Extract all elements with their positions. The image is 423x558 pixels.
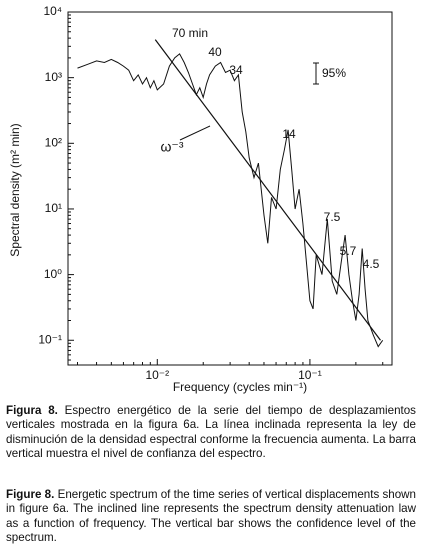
caption-english: Figure 8. Energetic spectrum of the time… xyxy=(6,488,416,546)
caption-lead: Figure 8. xyxy=(6,488,55,501)
spectrum-line xyxy=(77,53,384,348)
x-tick-label: 10⁻¹ xyxy=(298,368,322,382)
caption-lead: Figura 8. xyxy=(6,404,58,417)
reference-label: ω⁻³ xyxy=(161,139,184,155)
chart: Frequency (cycles min⁻¹) Spectral densit… xyxy=(8,4,393,394)
y-axis-label: Spectral density (m² min) xyxy=(8,123,22,256)
y-tick-label: 10¹ xyxy=(45,201,62,215)
peak-label: 40 xyxy=(208,45,222,59)
x-axis-label: Frequency (cycles min⁻¹) xyxy=(173,380,307,394)
caption-text: Energetic spectrum of the time series of… xyxy=(6,488,416,545)
x-tick-label: 10⁻² xyxy=(145,368,169,382)
y-tick-label: 10³ xyxy=(45,70,62,84)
y-tick-label: 10⁴ xyxy=(43,4,62,18)
reference-leader xyxy=(179,125,211,141)
reference-line xyxy=(154,39,381,341)
peak-label: 70 min xyxy=(172,26,208,40)
peak-label: 4.5 xyxy=(363,257,380,271)
caption-text: Espectro energético de la serie del tiem… xyxy=(6,404,416,461)
confidence-label: 95% xyxy=(322,66,346,80)
caption-spanish: Figura 8. Espectro energético de la seri… xyxy=(6,404,416,462)
y-tick-label: 10⁰ xyxy=(44,267,62,281)
y-tick-label: 10² xyxy=(45,135,62,149)
peak-label: 5.7 xyxy=(340,244,357,258)
peak-label: 7.5 xyxy=(324,210,341,224)
peak-label: 14 xyxy=(282,127,296,141)
peak-label: 34 xyxy=(229,63,243,77)
y-tick-label: 10⁻¹ xyxy=(38,332,62,346)
